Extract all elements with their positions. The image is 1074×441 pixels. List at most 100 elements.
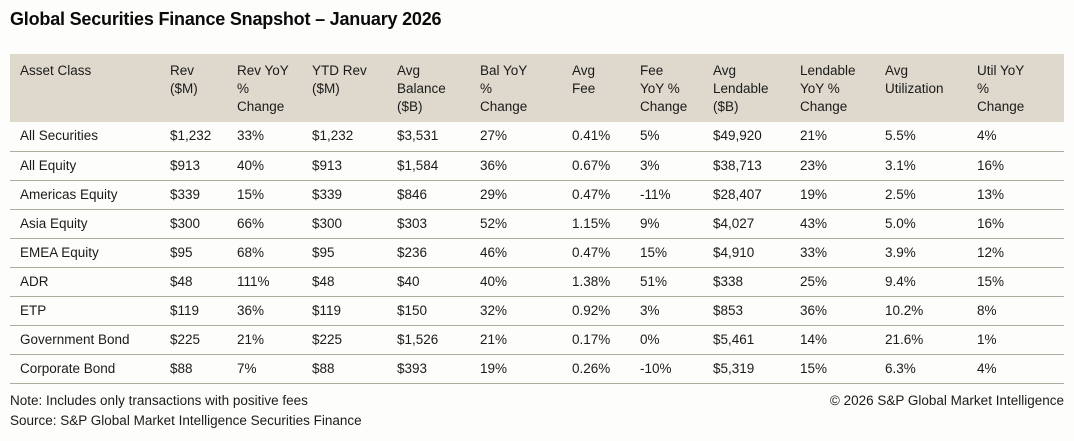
asset-class-cell: ADR: [20, 273, 49, 289]
value-cell: $339: [170, 186, 201, 202]
value-cell: $95: [170, 244, 193, 260]
value-cell: $846: [397, 186, 428, 202]
column-header-0: Asset Class: [20, 63, 92, 78]
value-cell: $853: [713, 302, 744, 318]
value-cell: 6.3%: [885, 360, 916, 376]
column-header-5: Bal YoY % Change: [480, 63, 528, 114]
asset-class-cell: All Equity: [20, 157, 77, 173]
value-cell: $303: [397, 215, 428, 231]
value-cell: 16%: [977, 215, 1005, 231]
value-cell: 3%: [640, 157, 660, 173]
value-cell: $49,920: [713, 128, 762, 144]
value-cell: 40%: [480, 273, 508, 289]
asset-class-cell: Americas Equity: [20, 186, 118, 202]
value-cell: 1.15%: [572, 215, 611, 231]
value-cell: $38,713: [713, 157, 762, 173]
value-cell: 0.26%: [572, 360, 611, 376]
value-cell: 5%: [640, 128, 660, 144]
column-header-2: Rev YoY % Change: [237, 63, 289, 114]
source-text: Source: S&P Global Market Intelligence S…: [10, 412, 362, 428]
value-cell: 9%: [640, 215, 660, 231]
value-cell: 25%: [800, 273, 828, 289]
value-cell: $48: [170, 273, 193, 289]
value-cell: 0%: [640, 331, 660, 347]
value-cell: $88: [312, 360, 335, 376]
value-cell: 14%: [800, 331, 828, 347]
value-cell: 0.17%: [572, 331, 611, 347]
value-cell: 0.47%: [572, 186, 611, 202]
value-cell: 36%: [237, 302, 265, 318]
table-row: All Securities $1,232 33% $1,232 $3,531 27% 0.…: [10, 122, 1064, 151]
value-cell: $119: [312, 302, 342, 318]
value-cell: 19%: [800, 186, 828, 202]
footer-notes: Note: Includes only transactions with po…: [10, 391, 362, 431]
value-cell: 68%: [237, 244, 265, 260]
value-cell: 3.1%: [885, 157, 916, 173]
asset-class-cell: ETP: [20, 302, 47, 318]
value-cell: 36%: [800, 302, 828, 318]
table-row: ETP $119 36% $119 $150 32% 0.92% 3% $853 36% 10.2%…: [10, 296, 1064, 325]
value-cell: 52%: [480, 215, 508, 231]
value-cell: $5,461: [713, 331, 755, 347]
asset-class-cell: EMEA Equity: [20, 244, 99, 260]
value-cell: -10%: [640, 360, 672, 376]
value-cell: $48: [312, 273, 335, 289]
column-header-7: Fee YoY % Change: [640, 63, 688, 114]
value-cell: 33%: [800, 244, 828, 260]
table-row: Americas Equity $339 15% $339 $846 29% 0.47% -1…: [10, 180, 1064, 209]
table-footer: Note: Includes only transactions with po…: [10, 391, 1064, 431]
value-cell: 8%: [977, 302, 997, 318]
asset-class-cell: All Securities: [20, 128, 99, 144]
note-text: Note: Includes only transactions with po…: [10, 392, 308, 408]
value-cell: 43%: [800, 215, 828, 231]
value-cell: 0.41%: [572, 128, 611, 144]
table-row: EMEA Equity $95 68% $95 $236 46% 0.47% 15% $4,91…: [10, 238, 1064, 267]
value-cell: $225: [170, 331, 201, 347]
value-cell: 1.38%: [572, 273, 611, 289]
value-cell: 29%: [480, 186, 508, 202]
value-cell: 0.47%: [572, 244, 611, 260]
value-cell: $4,027: [713, 215, 755, 231]
value-cell: $1,232: [312, 128, 354, 144]
value-cell: 21.6%: [885, 331, 924, 347]
value-cell: 15%: [800, 360, 828, 376]
value-cell: $236: [397, 244, 428, 260]
value-cell: 15%: [977, 273, 1005, 289]
report-page: Global Securities Finance Snapshot – Jan…: [10, 9, 1064, 431]
value-cell: $5,319: [713, 360, 755, 376]
table-row: All Equity $913 40% $913 $1,584 36% 0.67% 3% $38…: [10, 151, 1064, 180]
value-cell: $393: [397, 360, 428, 376]
value-cell: 15%: [237, 186, 265, 202]
asset-class-cell: Government Bond: [20, 331, 130, 347]
value-cell: $225: [312, 331, 343, 347]
page-title: Global Securities Finance Snapshot – Jan…: [10, 9, 442, 29]
value-cell: $119: [170, 302, 200, 318]
value-cell: 40%: [237, 157, 265, 173]
value-cell: $339: [312, 186, 343, 202]
value-cell: $88: [170, 360, 193, 376]
value-cell: 5.0%: [885, 215, 916, 231]
value-cell: $913: [312, 157, 343, 173]
value-cell: $1,232: [170, 128, 212, 144]
copyright-text: © 2026 S&P Global Market Intelligence: [829, 392, 1064, 408]
column-header-4: Avg Balance ($B): [397, 63, 446, 114]
value-cell: 21%: [480, 331, 508, 347]
value-cell: 1%: [977, 331, 997, 347]
value-cell: 66%: [237, 215, 265, 231]
column-header-9: Lendable YoY % Change: [800, 63, 856, 114]
column-header-10: Avg Utilization: [885, 63, 944, 96]
column-header-1: Rev ($M): [170, 63, 198, 96]
value-cell: 13%: [977, 186, 1005, 202]
table-header-row: Asset Class Rev ($M) Rev YoY % Change YTD R…: [10, 54, 1064, 122]
value-cell: 4%: [977, 360, 997, 376]
value-cell: 0.92%: [572, 302, 611, 318]
asset-class-cell: Asia Equity: [20, 215, 88, 231]
value-cell: $28,407: [713, 186, 762, 202]
value-cell: $1,526: [397, 331, 439, 347]
column-header-8: Avg Lendable ($B): [713, 63, 769, 114]
value-cell: 46%: [480, 244, 508, 260]
value-cell: 23%: [800, 157, 828, 173]
value-cell: 27%: [480, 128, 508, 144]
value-cell: $1,584: [397, 157, 439, 173]
value-cell: 21%: [237, 331, 265, 347]
